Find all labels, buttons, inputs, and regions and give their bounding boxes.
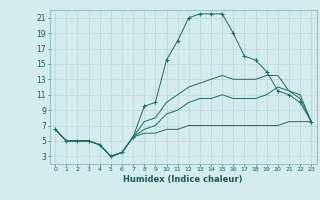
X-axis label: Humidex (Indice chaleur): Humidex (Indice chaleur): [124, 175, 243, 184]
